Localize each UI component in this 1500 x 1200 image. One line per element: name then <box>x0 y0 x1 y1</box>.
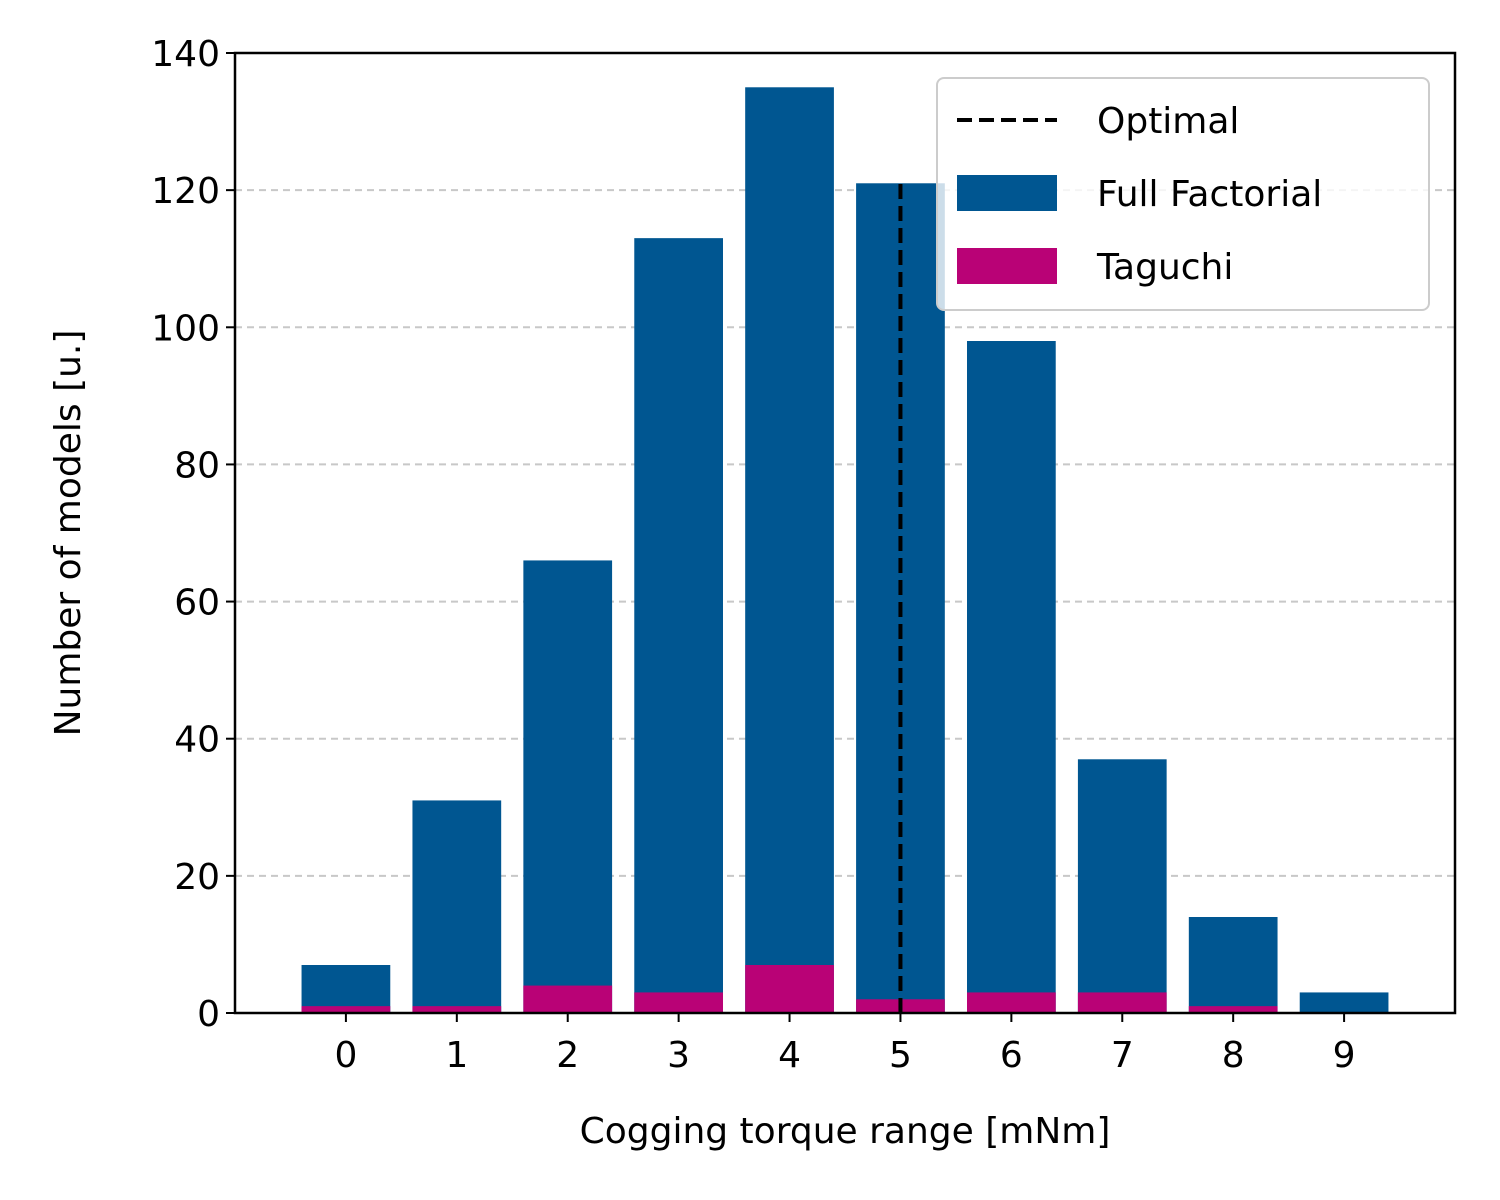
y-tick-label: 60 <box>174 583 220 624</box>
bar-taguchi <box>523 985 613 1013</box>
bar-taguchi <box>634 992 723 1013</box>
bar-full-factorial <box>1188 917 1278 1013</box>
bar-full-factorial <box>1077 759 1167 1013</box>
x-tick-label: 0 <box>334 1035 357 1076</box>
y-tick-label: 100 <box>151 308 220 349</box>
x-tick-label: 3 <box>667 1035 690 1076</box>
x-tick-label: 7 <box>1111 1035 1134 1076</box>
bar-full-factorial <box>967 341 1056 1013</box>
y-tick-label: 40 <box>174 720 220 761</box>
bar-taguchi <box>301 1006 391 1013</box>
bar-full-factorial <box>745 87 834 1014</box>
x-tick-label: 5 <box>889 1035 912 1076</box>
full-factorial-bars <box>301 87 1389 1014</box>
bar-taguchi <box>1077 992 1167 1013</box>
x-axis-ticks: 0 1 2 3 4 5 6 7 8 9 <box>334 1013 1356 1076</box>
x-tick-label: 9 <box>1333 1035 1356 1076</box>
bar-full-factorial <box>412 800 502 1013</box>
y-tick-label: 140 <box>151 34 220 75</box>
bar-full-factorial <box>523 560 613 1013</box>
x-tick-label: 8 <box>1222 1035 1245 1076</box>
y-tick-label: 0 <box>197 994 220 1035</box>
y-tick-label: 120 <box>151 171 220 212</box>
legend-label: Full Factorial <box>1097 174 1322 215</box>
legend-label: Taguchi <box>1096 247 1233 288</box>
x-tick-label: 1 <box>445 1035 468 1076</box>
bar-taguchi <box>1188 1006 1278 1013</box>
legend-swatch <box>957 248 1057 284</box>
legend-swatch <box>957 175 1057 211</box>
bar-full-factorial <box>1299 992 1389 1013</box>
y-tick-label: 20 <box>174 857 220 898</box>
bar-taguchi <box>967 992 1056 1013</box>
y-axis-label: Number of models [u.] <box>48 330 89 737</box>
y-axis-ticks: 0 20 40 60 80 100 120 140 <box>151 34 235 1035</box>
x-tick-label: 4 <box>778 1035 801 1076</box>
y-tick-label: 80 <box>174 445 220 486</box>
bar-full-factorial <box>634 238 723 1014</box>
x-axis-label: Cogging torque range [mNm] <box>580 1111 1111 1152</box>
bar-taguchi <box>412 1006 502 1013</box>
bar-full-factorial <box>301 965 391 1013</box>
x-tick-label: 2 <box>556 1035 579 1076</box>
taguchi-bars <box>301 965 1278 1013</box>
legend-label: Optimal <box>1097 101 1239 142</box>
bar-taguchi <box>745 965 834 1013</box>
legend: Optimal Full Factorial Taguchi <box>936 77 1430 311</box>
plot-frame <box>233 51 1457 1015</box>
x-tick-label: 6 <box>1000 1035 1023 1076</box>
legend-box <box>936 77 1430 311</box>
